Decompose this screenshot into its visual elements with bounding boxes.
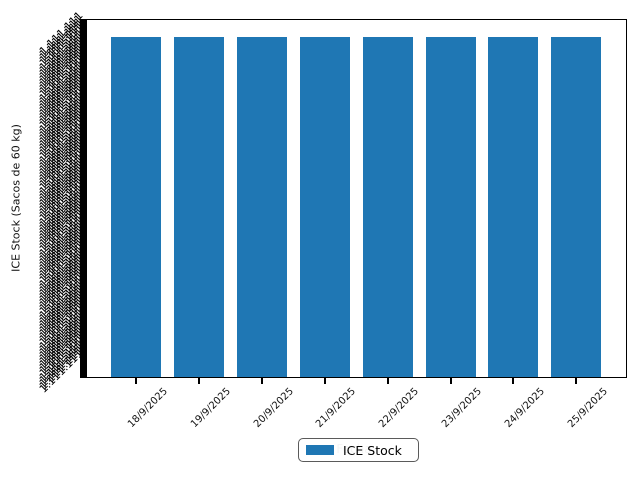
legend-label: ICE Stock — [343, 442, 402, 458]
x-tick — [386, 378, 389, 384]
plot-area — [86, 19, 627, 378]
bar-21/9/2025 — [299, 37, 350, 377]
x-tick — [323, 378, 326, 384]
legend: ICE Stock — [298, 438, 419, 462]
bar-22/9/2025 — [362, 37, 413, 377]
bar-20/9/2025 — [236, 37, 287, 377]
x-tick — [197, 378, 200, 384]
bar-19/9/2025 — [173, 37, 224, 377]
x-tick — [575, 378, 578, 384]
y-axis-label: ICE Stock (Sacos de 60 kg) — [9, 124, 23, 272]
y-axis-tick-marks — [80, 19, 86, 378]
bar-23/9/2025 — [425, 37, 476, 377]
x-tick — [449, 378, 452, 384]
x-tick — [135, 378, 137, 384]
legend-swatch-ice-stock — [306, 445, 334, 455]
x-tick — [512, 378, 515, 384]
bar-25/9/2025 — [551, 37, 602, 377]
bar-18/9/2025 — [111, 37, 161, 377]
bar-24/9/2025 — [488, 37, 539, 377]
x-tick — [260, 378, 263, 384]
